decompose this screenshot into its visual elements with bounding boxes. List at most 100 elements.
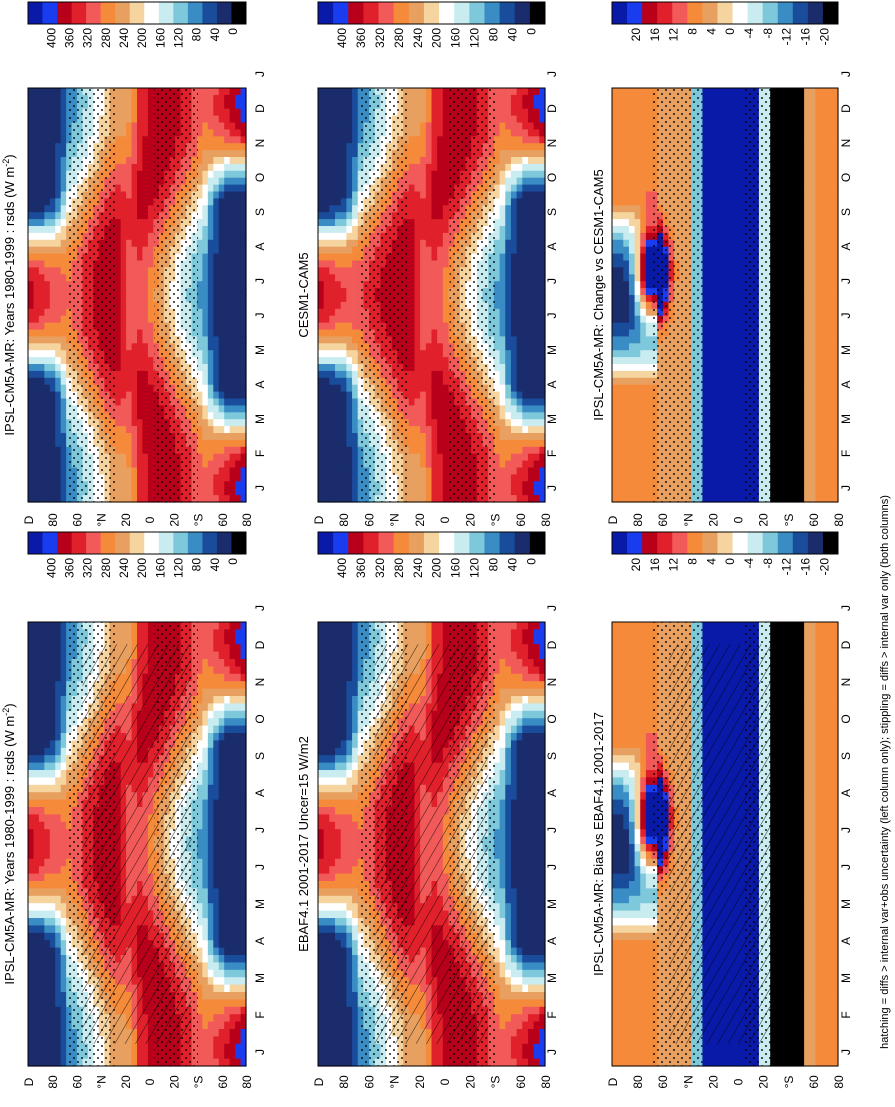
heatmap-cell xyxy=(196,446,203,455)
heatmap-cell xyxy=(218,419,225,427)
heatmap-cell xyxy=(218,94,225,103)
heatmap-cell xyxy=(224,170,231,179)
heatmap-cell xyxy=(137,143,144,151)
heatmap-cell xyxy=(33,851,40,860)
heatmap-cell xyxy=(115,377,122,386)
heatmap-cell xyxy=(240,384,247,393)
heatmap-cell xyxy=(120,129,127,137)
heatmap-cell xyxy=(240,288,247,296)
heatmap-cell xyxy=(240,101,247,110)
colorbar-bin xyxy=(333,2,349,24)
heatmap-cell xyxy=(33,673,40,682)
heatmap-cell xyxy=(142,467,149,475)
heatmap-cell xyxy=(38,336,45,344)
heatmap-cell xyxy=(131,350,138,358)
heatmap-cell xyxy=(44,260,51,268)
heatmap-cell xyxy=(120,1058,127,1067)
heatmap-cell xyxy=(240,322,247,331)
heatmap-cell xyxy=(142,301,149,310)
heatmap-cell xyxy=(33,977,40,986)
heatmap-cell xyxy=(49,814,56,823)
heatmap-cell xyxy=(207,129,214,137)
heatmap-cell xyxy=(49,1051,56,1060)
heatmap-cell xyxy=(28,453,35,462)
heatmap-cell xyxy=(126,212,133,220)
heatmap-cell xyxy=(33,357,40,365)
heatmap-cell xyxy=(318,115,325,124)
heatmap-cell xyxy=(207,384,214,393)
heatmap-cell xyxy=(229,1029,236,1037)
heatmap-cell xyxy=(126,364,133,372)
heatmap-cell xyxy=(240,426,247,434)
heatmap-cell xyxy=(55,1036,62,1045)
heatmap-cell xyxy=(229,481,236,489)
heatmap-cell xyxy=(147,281,154,289)
heatmap-cell xyxy=(213,725,220,734)
colorbar-tick-label: 0 xyxy=(226,558,240,565)
heatmap-cell xyxy=(229,903,236,912)
heatmap-cell xyxy=(196,198,203,206)
heatmap-cell xyxy=(33,821,40,830)
heatmap-cell xyxy=(202,412,209,420)
heatmap-cell xyxy=(131,467,138,475)
heatmap-cell xyxy=(207,419,214,427)
heatmap-cell xyxy=(229,718,236,727)
heatmap-cell xyxy=(33,1036,40,1045)
heatmap-cell xyxy=(147,622,154,630)
heatmap-cell xyxy=(240,488,247,496)
heatmap-cell xyxy=(131,398,138,406)
heatmap-cell xyxy=(38,866,45,875)
heatmap-cell xyxy=(142,205,149,213)
heatmap-cell xyxy=(240,115,247,124)
heatmap-cell xyxy=(318,239,325,248)
heatmap-cell xyxy=(44,747,51,756)
heatmap-cell xyxy=(218,267,225,275)
heatmap-cell xyxy=(115,281,122,289)
heatmap-cell xyxy=(218,405,225,413)
heatmap-cell xyxy=(49,412,56,420)
heatmap-cell xyxy=(60,718,67,727)
month-tick-label: M xyxy=(253,973,267,983)
heatmap-cell xyxy=(137,260,144,268)
heatmap-cell xyxy=(196,696,203,704)
heatmap-cell xyxy=(126,177,133,186)
heatmap-cell xyxy=(240,495,247,503)
colorbar-bin xyxy=(187,2,203,24)
heatmap-cell xyxy=(224,205,231,213)
heatmap-cell xyxy=(28,718,35,727)
heatmap-cell xyxy=(207,446,214,455)
heatmap-cell xyxy=(213,150,220,158)
heatmap-cell xyxy=(38,322,45,331)
heatmap-cell xyxy=(202,747,209,756)
heatmap-cell xyxy=(224,1006,231,1015)
heatmap-cell xyxy=(240,150,247,158)
heatmap-cell xyxy=(240,888,247,897)
heatmap-cell xyxy=(38,873,45,882)
heatmap-cell xyxy=(49,226,56,234)
heatmap-cell xyxy=(131,460,138,469)
heatmap-cell xyxy=(213,999,220,1008)
colorbar-bin xyxy=(144,532,160,554)
heatmap-cell xyxy=(115,439,122,448)
heatmap-cell xyxy=(207,784,214,793)
heatmap-cell xyxy=(142,357,149,365)
heatmap-cell xyxy=(224,955,231,963)
heatmap-cell xyxy=(147,398,154,406)
heatmap-cell xyxy=(120,377,127,386)
heatmap-cell xyxy=(229,829,236,838)
heatmap-cell xyxy=(213,895,220,904)
heatmap-cell xyxy=(120,150,127,158)
heatmap-cell xyxy=(38,799,45,808)
heatmap-cell xyxy=(318,274,325,282)
heatmap-cell xyxy=(235,391,242,400)
heatmap-cell xyxy=(318,301,325,310)
heatmap-cell xyxy=(38,903,45,912)
heatmap-cell xyxy=(229,918,236,926)
heatmap-cell xyxy=(137,364,144,372)
heatmap-cell xyxy=(60,108,67,117)
heatmap-cell xyxy=(44,622,51,630)
heatmap-cell xyxy=(235,1029,242,1037)
heatmap-cell xyxy=(235,295,242,303)
heatmap-cell xyxy=(229,925,236,934)
heatmap-cell xyxy=(196,733,203,741)
